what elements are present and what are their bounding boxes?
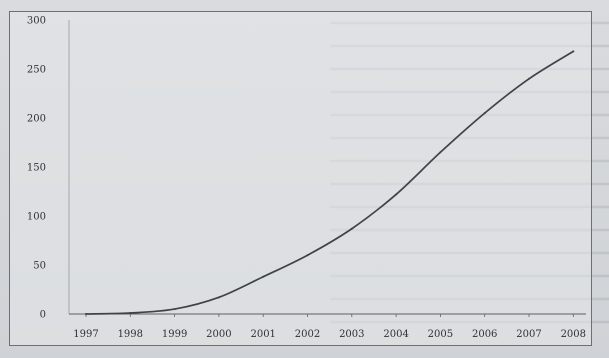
data-point (129, 311, 132, 315)
data-point (84, 312, 88, 316)
x-axis-ticks: 1997 1998 1999 2000 2001 2002 2003 2004 2005 2006… (73, 314, 586, 340)
x-tick-label: 2007 (516, 329, 541, 340)
data-point (572, 50, 575, 53)
data-point (173, 308, 176, 311)
y-tick-label: 300 (27, 16, 46, 27)
x-tick-label: 2001 (250, 329, 275, 340)
x-tick-label: 2006 (472, 329, 497, 340)
y-tick-label: 200 (27, 114, 46, 125)
series-layer (84, 50, 575, 316)
data-point (306, 254, 309, 257)
axes (68, 20, 586, 315)
y-axis-ticks: 0 50 100 150 200 250 300 (27, 16, 46, 321)
x-tick-label: 2002 (295, 329, 320, 340)
series-line (85, 50, 575, 315)
x-tick-label: 2008 (561, 329, 586, 340)
chart-frame (9, 11, 592, 346)
data-point (395, 193, 398, 196)
x-tick-label: 1999 (162, 329, 187, 340)
y-tick-label: 100 (27, 212, 46, 223)
y-tick-label: 0 (40, 310, 46, 321)
data-point (527, 77, 531, 80)
y-tick-label: 250 (27, 65, 46, 76)
x-tick-label: 2000 (206, 329, 231, 340)
data-point (262, 275, 265, 278)
data-point (350, 227, 353, 230)
y-tick-label: 50 (33, 261, 46, 272)
data-point (483, 112, 486, 115)
data-point (439, 151, 442, 154)
x-tick-label: 2003 (339, 329, 364, 340)
x-tick-label: 1997 (73, 329, 98, 340)
y-tick-label: 150 (27, 163, 46, 174)
data-point (217, 296, 220, 299)
x-tick-label: 1998 (118, 329, 143, 340)
x-tick-label: 2004 (383, 329, 408, 340)
x-tick-label: 2005 (428, 329, 453, 340)
